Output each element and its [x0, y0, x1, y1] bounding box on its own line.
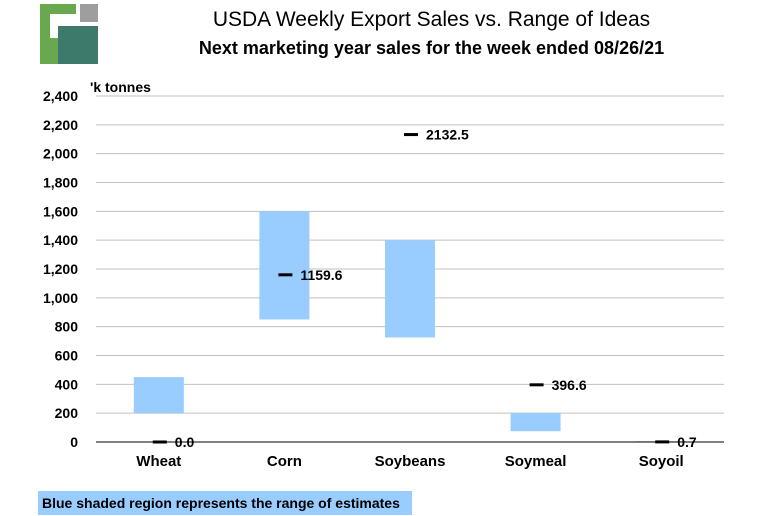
y-tick-label: 600	[55, 348, 79, 364]
x-tick-labels: Wheat Corn Soybeans Soymeal Soyoil	[136, 453, 683, 470]
y-tick-label: 200	[55, 405, 79, 421]
logo-grey-square	[80, 4, 98, 22]
chart-subtitle: Next marketing year sales for the week e…	[198, 38, 665, 58]
data-label: 0.0	[175, 434, 195, 450]
y-tick-label: 800	[55, 319, 79, 335]
data-label: 396.6	[552, 377, 587, 393]
y-tick-label: 1,400	[43, 232, 78, 248]
range-bars	[133, 211, 687, 443]
range-bar-soybeans	[385, 240, 435, 338]
y-tick-label: 1,000	[43, 290, 78, 306]
actual-markers: 0.0 1159.6 2132.5 396.6 0.7	[152, 127, 697, 450]
data-label: 2132.5	[426, 127, 469, 143]
x-tick-label: Corn	[267, 453, 302, 470]
y-tick-label: 1,800	[43, 175, 78, 191]
chart-area: 0 200 400 600 800 1,000 1,200 1,400 1,600 1,800 2,…	[43, 88, 724, 470]
range-bar-corn	[259, 211, 310, 320]
logo-teal-block	[58, 26, 98, 64]
y-axis-label: 'k tonnes	[90, 79, 151, 95]
range-bar-soymeal	[510, 413, 561, 432]
y-tick-label: 1,200	[43, 261, 78, 277]
y-tick-label: 2,400	[43, 88, 78, 104]
x-tick-label: Soyoil	[639, 453, 684, 470]
y-tick-label: 1,600	[43, 203, 78, 219]
y-tick-label: 2,000	[43, 146, 78, 162]
y-tick-label: 2,200	[43, 117, 78, 133]
usda-logo	[40, 4, 98, 64]
range-note: Blue shaded region represents the range …	[38, 491, 412, 515]
chart-title: USDA Weekly Export Sales vs. Range of Id…	[212, 8, 651, 31]
range-bar-wheat	[133, 377, 184, 414]
data-label: 1159.6	[300, 267, 342, 283]
x-tick-label: Soymeal	[505, 453, 567, 470]
x-tick-label: Soybeans	[375, 453, 446, 470]
x-tick-label: Wheat	[136, 453, 181, 470]
data-label: 0.7	[677, 434, 697, 450]
y-tick-labels: 0 200 400 600 800 1,000 1,200 1,400 1,600 1,800 2,…	[43, 88, 78, 450]
y-tick-label: 400	[55, 376, 79, 392]
y-tick-label: 0	[70, 434, 78, 450]
